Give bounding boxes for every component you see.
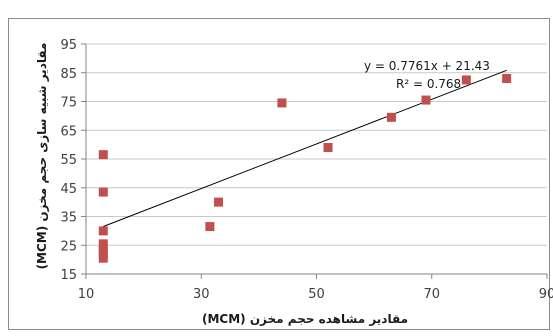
trendline-layer (103, 69, 507, 227)
data-point (386, 112, 396, 122)
axes (81, 43, 548, 279)
trendline-equation: y = 0.7761x + 21.43 (364, 59, 490, 73)
x-tick-label: 30 (193, 287, 210, 302)
trendline-r-squared: R² = 0.768 (396, 77, 461, 91)
data-point (461, 75, 471, 85)
y-tick-label: 35 (60, 211, 77, 226)
x-tick-label: 50 (308, 287, 325, 302)
x-tick-label: 90 (539, 287, 553, 302)
y-tick-label: 55 (60, 153, 77, 168)
y-tick-label: 45 (60, 182, 77, 197)
y-tick-label: 15 (60, 268, 77, 283)
y-axis-title: مقادیر شبیه سازی حجم مخزن (MCM) (35, 43, 49, 270)
data-point (277, 98, 287, 108)
x-tick-label: 10 (78, 287, 95, 302)
grid-lines (86, 43, 547, 246)
data-point (323, 143, 333, 152)
y-tick-label: 25 (60, 239, 77, 254)
trendline (103, 69, 507, 227)
y-tick-label: 85 (60, 67, 77, 82)
data-point (98, 150, 108, 160)
data-points (98, 74, 512, 263)
data-point (98, 187, 108, 197)
chart-frame (8, 18, 550, 330)
data-point (421, 95, 431, 105)
tick-labels: 15 25 35 45 55 65 75 85 95 10 30 50 70 90 (60, 38, 553, 302)
data-point (205, 222, 215, 232)
data-point (214, 197, 224, 207)
x-axis-title: مقادیر مشاهده حجم مخزن (MCM) (202, 312, 408, 326)
data-point (502, 74, 512, 83)
x-tick-label: 70 (423, 287, 440, 302)
data-point (98, 226, 108, 236)
data-point (98, 253, 108, 263)
y-tick-label: 65 (60, 124, 77, 139)
data-point (98, 239, 108, 249)
y-tick-label: 95 (60, 38, 77, 53)
y-tick-label: 75 (60, 96, 77, 111)
